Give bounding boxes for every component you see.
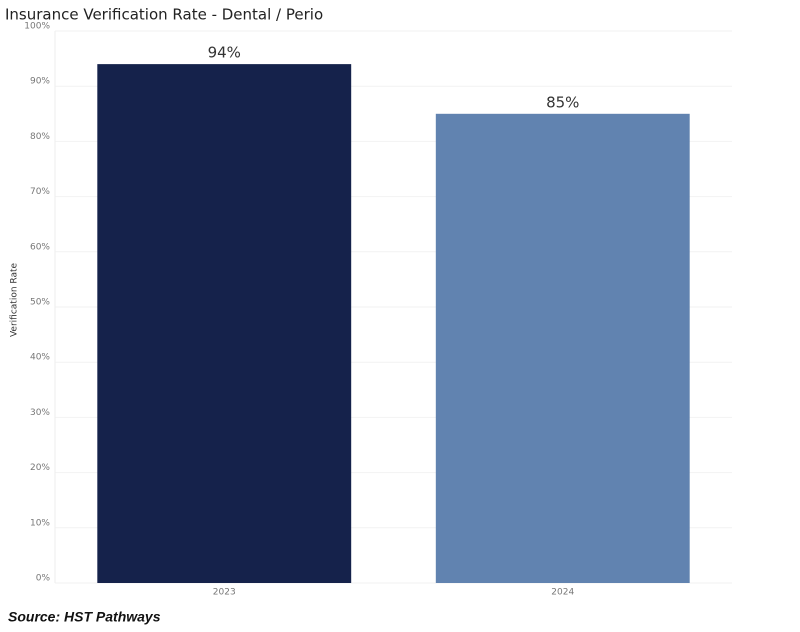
y-tick-label: 50% [30, 298, 50, 308]
y-tick-label: 30% [30, 408, 50, 418]
data-label: 85% [546, 93, 579, 111]
bar [435, 113, 690, 584]
source-note: Source: HST Pathways [8, 609, 161, 625]
y-tick-label: 0% [36, 574, 51, 584]
data-label: 94% [208, 44, 241, 62]
x-tick-label: 2023 [213, 588, 236, 598]
y-tick-label: 100% [24, 22, 50, 32]
chart-title: Insurance Verification Rate - Dental / P… [5, 6, 323, 24]
y-tick-label: 60% [30, 242, 50, 252]
y-tick-label: 20% [30, 463, 50, 473]
y-tick-label: 80% [30, 132, 50, 142]
x-tick-label: 2024 [551, 588, 574, 598]
bar [97, 64, 352, 584]
y-tick-label: 40% [30, 353, 50, 363]
y-tick-label: 10% [30, 518, 50, 528]
y-axis-label: Verification Rate [10, 263, 20, 338]
y-tick-label: 90% [30, 77, 50, 87]
y-tick-label: 70% [30, 187, 50, 197]
